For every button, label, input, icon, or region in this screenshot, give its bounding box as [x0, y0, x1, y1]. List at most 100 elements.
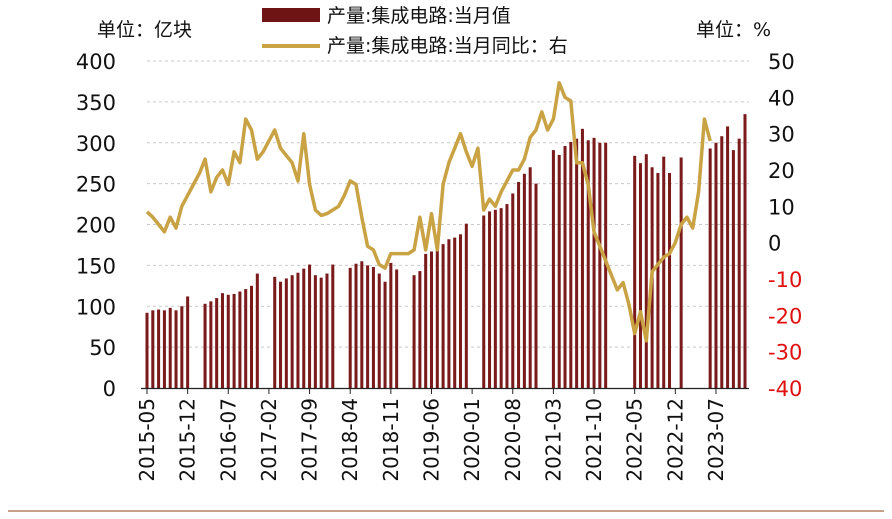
left-tick-label: 0: [103, 377, 116, 401]
bar: [662, 156, 666, 388]
line-series: [145, 81, 712, 343]
bar: [453, 237, 457, 388]
bar: [209, 301, 213, 388]
bar: [679, 157, 683, 388]
bottom-rule: [8, 510, 884, 512]
legend-line-label: 产量:集成电路:当月同比：右: [327, 35, 568, 57]
right-tick-label: 20: [768, 159, 795, 183]
right-tick-label: 40: [768, 86, 795, 110]
bar: [371, 267, 375, 388]
bar: [331, 264, 335, 388]
bar: [505, 204, 509, 388]
bar: [580, 128, 584, 389]
bar: [145, 312, 149, 388]
x-axis: 2015-05 2015-12 2016-07 2017-02 2017-09 2018-…: [135, 387, 749, 482]
bar: [244, 289, 248, 388]
bar: [273, 276, 277, 388]
bar: [308, 264, 312, 388]
bar: [389, 262, 393, 388]
right-tick-label: 0: [768, 232, 781, 256]
bar: [522, 173, 526, 388]
bar: [313, 275, 317, 388]
bar: [354, 263, 358, 388]
left-tick-label: 50: [89, 336, 116, 360]
bar: [348, 267, 352, 388]
bar: [429, 251, 433, 388]
x-tick-label: 2018-04: [338, 398, 362, 482]
bar: [203, 303, 207, 388]
bar: [383, 281, 387, 388]
left-unit-label: 单位：亿块: [97, 19, 192, 41]
right-unit-label: 单位：%: [696, 19, 771, 41]
bar: [249, 285, 254, 388]
bar: [592, 137, 596, 388]
right-tick-label: 30: [768, 123, 795, 147]
left-tick-label: 300: [76, 132, 116, 156]
bar: [720, 136, 724, 388]
right-tick-label: -10: [768, 268, 802, 292]
bar: [226, 294, 230, 388]
bar: [528, 167, 532, 388]
bar: [464, 223, 468, 388]
bar: [360, 261, 364, 388]
bar: [731, 150, 735, 388]
bar: [395, 269, 399, 388]
bar: [418, 271, 422, 388]
bar: [180, 306, 184, 388]
x-tick-label: 2015-12: [176, 398, 200, 482]
bar: [255, 273, 259, 388]
bar: [586, 140, 590, 388]
bar: [714, 142, 718, 388]
right-tick-label: -30: [768, 341, 802, 365]
x-tick-label: 2021-03: [541, 398, 565, 482]
bar: [174, 310, 178, 388]
bar: [238, 291, 242, 388]
x-tick-label: 2020-01: [460, 398, 484, 482]
x-tick-label: 2019-06: [419, 398, 443, 482]
x-tick-label: 2023-07: [704, 398, 728, 482]
bar: [459, 234, 463, 388]
bar: [424, 253, 428, 388]
bar: [162, 310, 166, 388]
right-tick-label: -20: [768, 304, 802, 328]
x-tick-label: 2022-05: [623, 398, 647, 482]
bar: [220, 293, 224, 388]
right-tick-label: 10: [768, 195, 795, 219]
left-tick-label: 250: [76, 173, 116, 197]
x-tick-label: 2020-08: [501, 398, 525, 482]
bar: [551, 150, 555, 388]
bar: [168, 307, 172, 388]
bar: [284, 278, 288, 388]
bar: [563, 146, 567, 388]
right-axis: -40 -30 -20 -10 0 10 20 30 40 50: [768, 50, 802, 401]
bar: [319, 277, 323, 388]
bar: [412, 275, 416, 388]
x-tick-label: 2022-12: [663, 398, 687, 482]
bar: [482, 215, 486, 388]
bar: [708, 148, 712, 388]
bar: [638, 163, 643, 388]
bar-series: [145, 114, 747, 389]
right-tick-label: 50: [768, 50, 795, 74]
right-tick-label: -40: [768, 377, 802, 401]
bar: [215, 298, 219, 388]
bar: [447, 239, 451, 388]
left-tick-label: 200: [76, 214, 116, 238]
bar: [499, 208, 503, 388]
bar: [325, 273, 329, 388]
bar: [157, 309, 161, 388]
left-tick-label: 400: [76, 50, 116, 74]
bar: [726, 126, 730, 389]
bar: [598, 142, 602, 388]
bar: [296, 272, 300, 388]
bar: [633, 155, 637, 388]
bar: [186, 296, 190, 388]
bar: [377, 273, 381, 388]
legend: 产量:集成电路:当月值 产量:集成电路:当月同比：右: [262, 5, 568, 57]
x-tick-label: 2017-09: [298, 398, 322, 482]
yoy-line: [145, 81, 712, 343]
bar: [575, 138, 579, 388]
x-tick-label: 2016-07: [216, 398, 240, 482]
left-tick-label: 150: [76, 254, 116, 278]
bar: [151, 310, 155, 388]
